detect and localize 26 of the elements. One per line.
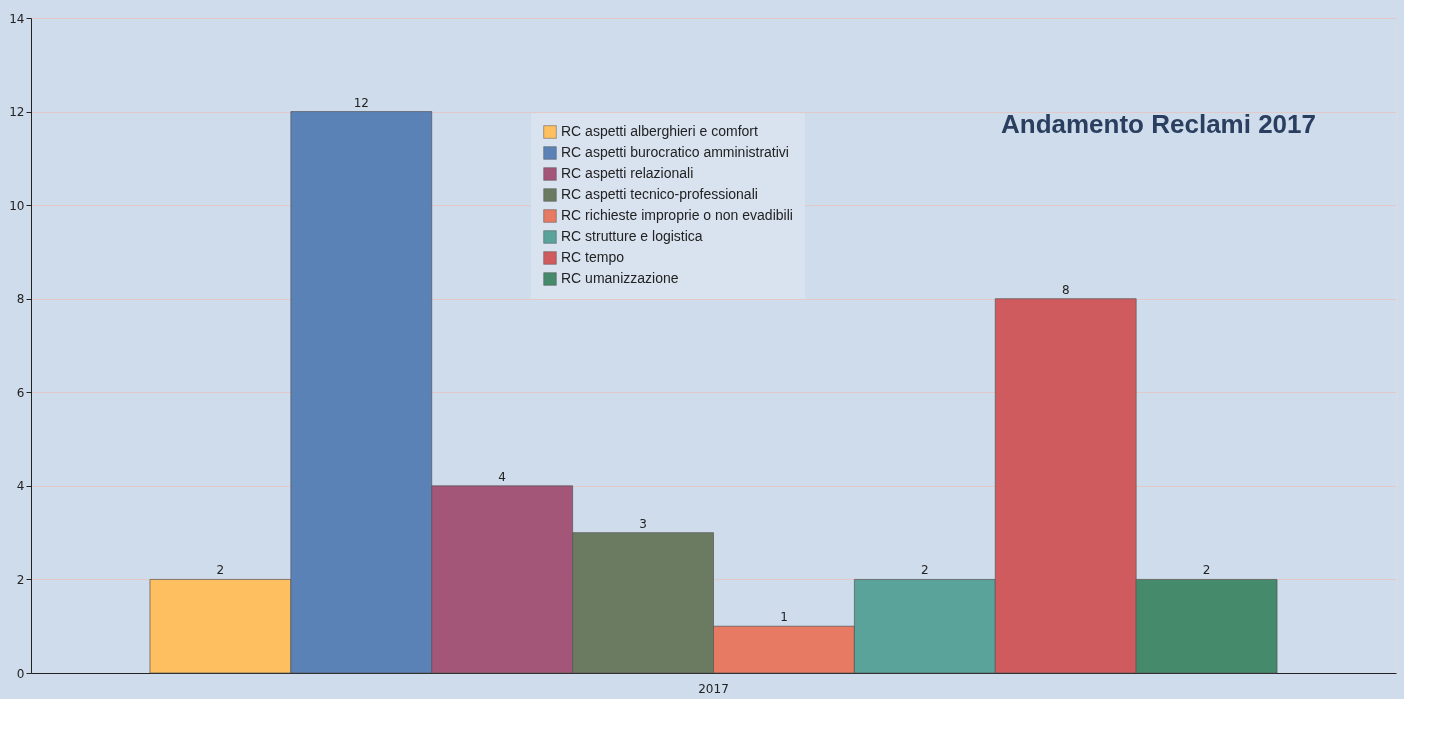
y-tick-label: 12 [9, 105, 25, 120]
data-label: 2 [1202, 563, 1211, 578]
y-tick-label: 2 [16, 572, 25, 587]
data-label: 8 [1061, 282, 1070, 297]
y-tick-label: 10 [9, 198, 25, 213]
data-label: 2 [216, 563, 225, 578]
legend-label: RC aspetti burocratico amministrativi [561, 144, 789, 160]
x-tick-label: 2017 [698, 681, 729, 696]
y-tick-label: 0 [16, 666, 25, 681]
data-label: 12 [353, 95, 369, 110]
legend-label: RC strutture e logistica [561, 228, 703, 244]
legend-label: RC umanizzazione [561, 270, 679, 286]
y-tick-label: 8 [16, 292, 25, 307]
legend-label: RC richieste improprie o non evadibili [561, 207, 793, 223]
text: Andamento Reclami 2017 [1000, 109, 1316, 139]
legend-label: RC aspetti alberghieri e comfort [561, 123, 758, 139]
data-label: 2 [921, 563, 929, 578]
y-tick-label: 6 [16, 385, 25, 400]
y-tick-label: 4 [16, 479, 25, 494]
legend-label: RC aspetti relazionali [561, 165, 694, 181]
data-label: 4 [498, 469, 506, 484]
legend-label: RC tempo [561, 249, 625, 265]
y-tick-label: 14 [9, 11, 25, 26]
data-label: 1 [780, 610, 788, 625]
data-label: 3 [639, 516, 647, 531]
legend-label: RC aspetti tecnico-professionali [561, 186, 758, 202]
